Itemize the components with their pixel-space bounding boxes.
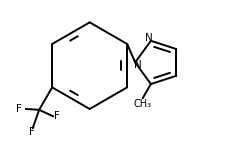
Text: N: N [145, 33, 153, 43]
Text: F: F [29, 127, 35, 137]
Text: CH₃: CH₃ [134, 99, 152, 109]
Text: F: F [54, 111, 60, 121]
Text: F: F [16, 104, 22, 114]
Text: N: N [134, 60, 142, 70]
